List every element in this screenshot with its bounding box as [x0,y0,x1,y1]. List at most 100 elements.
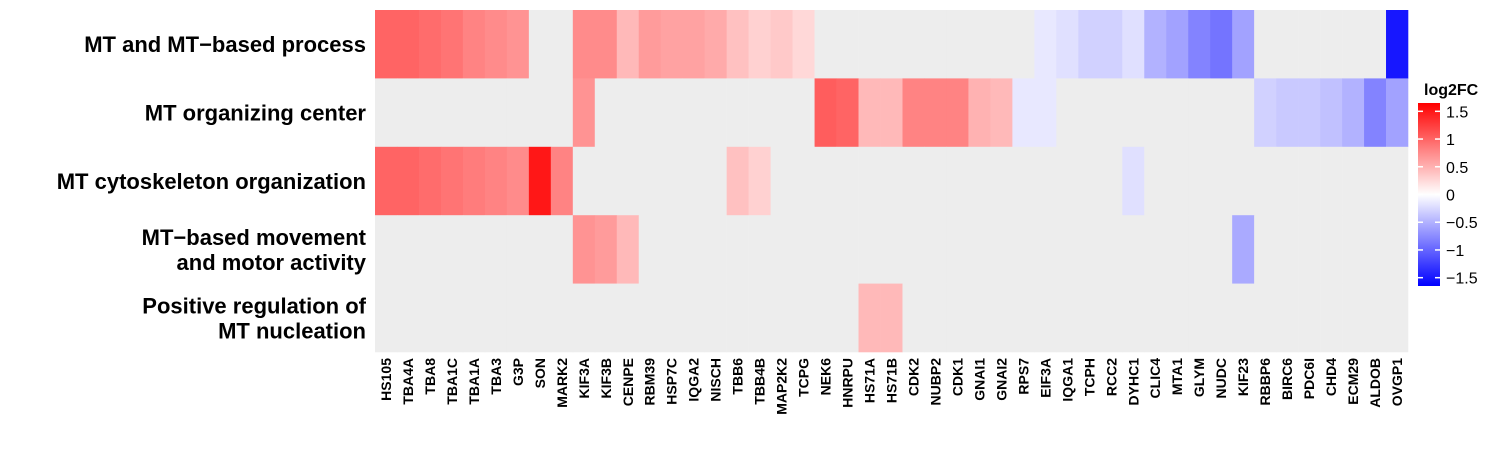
heatmap-cell [1012,10,1035,79]
heatmap-cell [792,10,815,79]
column-label: KIF3A [576,358,592,398]
heatmap-cell [880,283,903,353]
heatmap-cell [1034,10,1057,79]
heatmap-cell [1144,146,1167,216]
column-label: TCPG [796,358,812,397]
heatmap-cell [1034,146,1057,216]
heatmap-cell [1034,215,1057,284]
heatmap-cell [572,10,596,79]
heatmap-cell [1012,146,1035,216]
heatmap-cell [792,215,815,284]
heatmap-cell [594,215,618,284]
heatmap-cell [462,215,486,284]
heatmap-cell [924,283,947,353]
heatmap-cell [1078,215,1101,284]
heatmap-cell [990,78,1013,148]
heatmap-cell [484,146,508,216]
heatmap-cell [1012,283,1035,353]
heatmap-cell [1188,10,1211,79]
heatmap-cell [1210,283,1233,353]
column-label: DYHC1 [1125,358,1141,406]
heatmap-cell [506,10,530,79]
heatmap-cell [726,78,749,148]
heatmap-cell [792,78,815,148]
heatmap-cell [550,215,574,284]
heatmap-cell [396,78,420,148]
heatmap-cell [858,78,881,148]
heatmap-cell [1078,146,1101,216]
column-label: HS105 [378,358,394,401]
heatmap-cell [968,10,991,79]
column-label: IQGA1 [1059,358,1075,402]
heatmap-cell [814,283,837,353]
heatmap-cell [616,78,640,148]
heatmap-cell [1122,10,1145,79]
column-label: PDC6I [1301,358,1317,399]
heatmap-cell [594,10,618,79]
column-label: EIF3A [1037,358,1053,398]
heatmap-cell [1144,78,1167,148]
heatmap-cell [616,283,640,353]
heatmap-cell [418,78,442,148]
heatmap-cell [968,283,991,353]
heatmap-cell [770,78,793,148]
heatmap-cell [814,146,837,216]
heatmap-cell [1254,78,1277,148]
column-label: HSP7C [664,358,680,405]
heatmap-cell [836,78,859,148]
heatmap-cell [726,10,749,79]
column-label: TCPH [1081,358,1097,396]
heatmap-cell [550,283,574,353]
heatmap-cell [660,10,683,79]
heatmap-cell [682,78,705,148]
heatmap-cell [1298,215,1321,284]
heatmap-cell [836,215,859,284]
heatmap-cell [924,10,947,79]
heatmap-cell [748,78,771,148]
row-labels: MT and MT−based process MT organizing cen… [57,32,367,343]
heatmap-cell [506,146,530,216]
heatmap-cell [528,215,552,284]
heatmap-cell [375,146,398,216]
heatmap-cell [440,146,464,216]
heatmap-cell [704,10,727,79]
heatmap-cell [638,10,662,79]
heatmap-cell [1034,78,1057,148]
heatmap-cell [1012,215,1035,284]
column-label: GLYM [1191,358,1207,397]
heatmap-cell [1364,10,1387,79]
heatmap-cell [1232,10,1255,79]
heatmap-cell [748,215,771,284]
heatmap-cell [1386,283,1409,353]
heatmap-cell [1100,78,1123,148]
heatmap-cell [616,146,640,216]
heatmap-cell [418,10,442,79]
column-label: G3P [510,358,526,386]
heatmap-cell [946,215,969,284]
heatmap-cell [1320,78,1343,148]
column-label: ALDOB [1367,358,1383,408]
heatmap-cell [375,283,398,353]
column-label: TBA1C [444,358,460,405]
heatmap-cell [748,10,771,79]
column-label: KIF3B [598,358,614,398]
heatmap-cell [836,10,859,79]
heatmap-cell [1386,215,1409,284]
heatmap-cell [924,146,947,216]
column-label: TBA4A [400,358,416,405]
heatmap-cell [902,78,925,148]
heatmap-cell [616,10,640,79]
column-label: CDK1 [949,358,965,396]
heatmap-cell [660,78,683,148]
heatmap-cell [1078,78,1101,148]
heatmap-cell [1056,146,1079,216]
heatmap-cell [1254,283,1277,353]
legend-tick-label: −1.5 [1446,271,1478,288]
heatmap-cell [880,78,903,148]
heatmap-cell [572,283,596,353]
heatmap-cell [1342,78,1365,148]
heatmap-cell [440,10,464,79]
column-label: RBBP6 [1257,358,1273,406]
heatmap-cell [902,10,925,79]
heatmap-cell [594,146,618,216]
